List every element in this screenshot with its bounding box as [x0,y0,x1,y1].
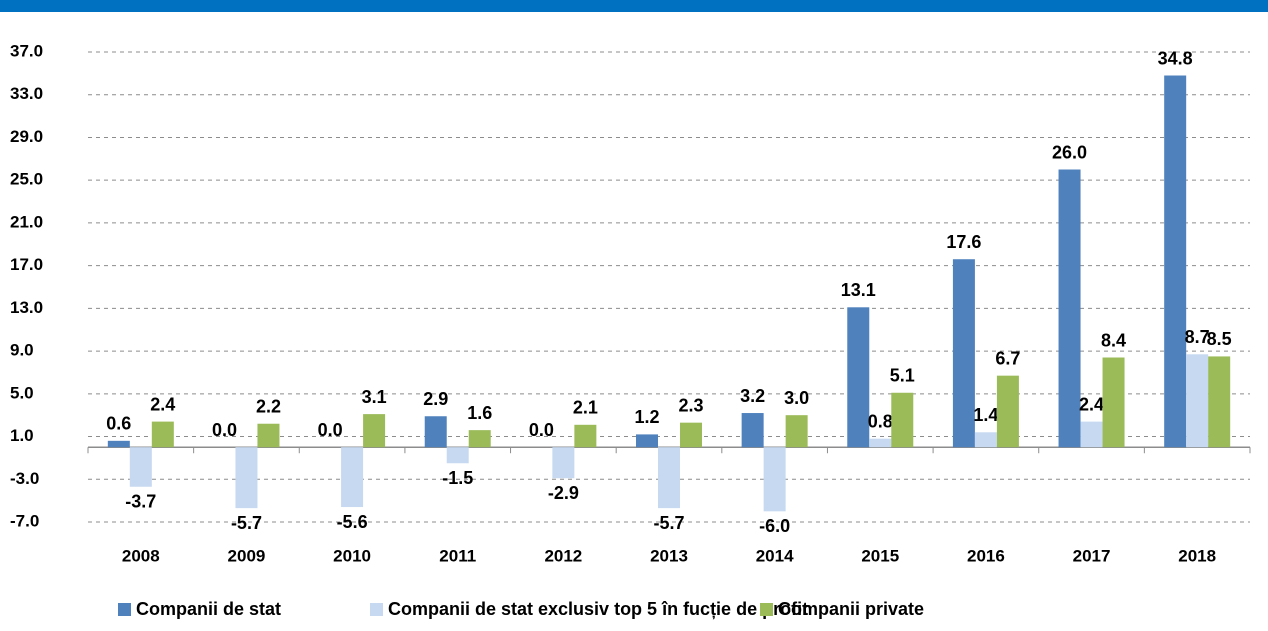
data-label: 8.7 [1185,327,1210,347]
bar [151,421,174,448]
y-tick-label: 9.0 [10,341,34,360]
y-tick-label: 1.0 [10,426,34,445]
data-label: 3.1 [362,387,387,407]
data-label: 1.2 [634,407,659,427]
y-tick-label: 33.0 [10,84,43,103]
bar [552,447,575,479]
y-tick-label: -7.0 [10,511,39,530]
data-label: 8.5 [1207,329,1232,349]
bar [1164,75,1187,448]
data-label: -2.9 [548,483,579,503]
x-tick-label: 2011 [439,546,476,565]
bar [574,424,597,448]
y-tick-label: 17.0 [10,255,43,274]
data-label: 2.4 [150,394,175,414]
bar [107,440,130,448]
bar [129,447,152,487]
data-label: -3.7 [125,492,156,512]
y-tick-label: 25.0 [10,170,43,189]
legend-swatch [370,603,383,616]
bar [785,415,808,448]
bar [341,447,364,508]
x-tick-label: 2010 [333,546,371,565]
bar [974,432,997,448]
bar [636,434,658,448]
x-tick-label: 2012 [544,546,582,565]
data-label: 2.3 [678,395,703,415]
data-label: 6.7 [995,348,1020,368]
data-label: 34.8 [1158,48,1193,68]
y-tick-label: 29.0 [10,127,43,146]
bar [763,447,786,512]
bar [952,259,975,448]
data-label: 13.1 [841,280,876,300]
data-label: 0.0 [318,420,343,440]
bar [891,392,914,448]
data-label: -5.7 [653,513,684,533]
legend-swatch [760,603,773,616]
bar [424,416,447,448]
data-label: 0.8 [868,411,893,431]
bar [658,447,680,509]
header-strip [0,0,1268,12]
data-label: 2.9 [423,389,448,409]
data-label: 26.0 [1052,142,1087,162]
data-label: 2.1 [573,398,598,418]
y-tick-label: 5.0 [10,383,34,402]
data-label: 3.0 [784,388,809,408]
x-tick-label: 2017 [1073,546,1111,565]
bar [1102,357,1125,448]
x-tick-label: 2008 [122,546,160,565]
y-tick-label: -3.0 [10,469,39,488]
y-tick-label: 21.0 [10,212,43,231]
data-label: -1.5 [442,468,473,488]
data-label: -5.6 [337,512,368,532]
bar [1058,169,1081,448]
legend-swatch [118,603,131,616]
data-label: 1.6 [467,403,492,423]
data-label: 0.0 [529,420,554,440]
bar [741,413,764,448]
data-label: 8.4 [1101,330,1126,350]
bar [468,430,491,448]
x-tick-label: 2015 [861,546,899,565]
bar [1080,421,1103,448]
data-label: 5.1 [890,366,915,386]
x-tick-label: 2018 [1178,546,1216,565]
legend-label: Companii de stat exclusiv top 5 în fucți… [388,599,808,619]
bar [869,438,892,448]
data-label: 3.2 [740,386,765,406]
x-tick-label: 2014 [756,546,794,565]
y-tick-label: 37.0 [10,41,43,60]
bar [446,447,469,464]
bar [1208,356,1231,448]
data-label: 0.0 [212,420,237,440]
data-label: 0.6 [106,414,131,434]
data-label: 2.4 [1079,394,1104,414]
x-tick-label: 2009 [228,546,266,565]
bar [363,414,386,448]
bar [996,375,1019,448]
data-label: 1.4 [973,405,998,425]
data-label: -6.0 [759,516,790,536]
bar [235,447,258,509]
bar [257,423,280,448]
legend-label: Companii de stat [136,599,281,619]
data-label: 2.2 [256,396,281,416]
bar [1186,354,1209,448]
y-tick-label: 13.0 [10,298,43,317]
bar [847,307,870,448]
data-label: 17.6 [946,232,981,252]
legend-label: Companii private [778,599,924,619]
bar [680,422,702,448]
x-tick-label: 2016 [967,546,1005,565]
x-tick-label: 2013 [650,546,688,565]
data-label: -5.7 [231,513,262,533]
